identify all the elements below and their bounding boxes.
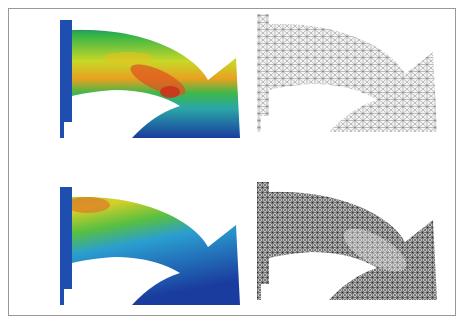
body: (() => { const data = JSON.parse(documen… (0, 0, 464, 324)
velocity-panel-bottom (58, 185, 240, 305)
figure (0, 0, 464, 324)
velocity-panel-top (58, 18, 240, 138)
mesh-panel-top (257, 14, 437, 132)
page: {} html, body { margin: 0; padding: 0; b… (0, 0, 464, 324)
mesh-panel-bottom (257, 182, 437, 300)
